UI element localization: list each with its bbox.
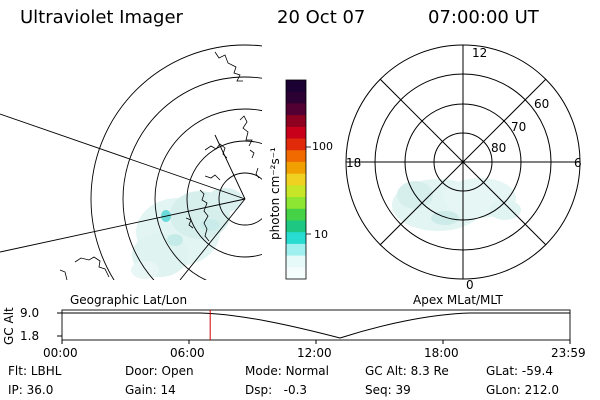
- coastlines: [59, 51, 260, 280]
- colorbar-cell: [286, 185, 306, 198]
- instrument-title: Ultraviolet Imager: [20, 7, 183, 28]
- status-glon: GLon: 212.0: [486, 383, 559, 397]
- colorbar-cell: [286, 208, 306, 222]
- colorbar-cell: [286, 126, 306, 140]
- meridian-lines: [0, 113, 246, 280]
- colorbar-cell: [286, 173, 306, 186]
- colorbar-cell: [286, 91, 306, 105]
- colorbar-tick-100: 100: [312, 140, 333, 153]
- magnetic-polar-map: [345, 44, 581, 280]
- mlt-label-6: 6: [574, 156, 582, 170]
- colorbar-cell: [286, 138, 306, 151]
- status-gc-alt: GC Alt: 8.3 Re: [365, 364, 449, 378]
- timeline-xtick-1800: 18:00: [424, 346, 459, 360]
- status-glat: GLat: -59.4: [486, 364, 553, 378]
- colorbar-cell: [286, 103, 306, 116]
- mlat-label-80: 80: [491, 141, 507, 155]
- colorbar-cells: [286, 80, 306, 280]
- time-label: 07:00:00 UT: [428, 7, 539, 28]
- status-gain: Gain: 14: [125, 383, 176, 397]
- geographic-map-label: Geographic Lat/Lon: [70, 293, 188, 307]
- status-ip: IP: 36.0: [8, 383, 54, 397]
- polar-map-label: Apex MLat/MLT: [413, 293, 503, 307]
- colorbar-cell: [286, 255, 306, 268]
- mlt-label-0: 0: [466, 278, 474, 292]
- mlt-label-18: 18: [346, 156, 362, 170]
- timeline-xtick-0000: 00:00: [43, 346, 78, 360]
- status-mode: Mode: Normal: [245, 364, 329, 378]
- aurora-emission-right: [392, 178, 521, 231]
- colorbar-cell: [286, 267, 306, 280]
- colorbar-cell: [286, 80, 306, 93]
- aurora-emission-left: [131, 188, 243, 279]
- colorbar-cell: [286, 232, 306, 245]
- mlt-label-12: 12: [472, 46, 488, 60]
- status-seq: Seq: 39: [365, 383, 411, 397]
- timeline-xtick-0600: 06:00: [170, 346, 205, 360]
- colorbar-cell: [286, 150, 306, 163]
- date-label: 20 Oct 07: [277, 7, 366, 28]
- colorbar: [285, 79, 311, 280]
- colorbar-unit-label: photon cm⁻²s⁻¹: [268, 147, 282, 240]
- colorbar-cell: [286, 243, 306, 257]
- timeline-xtick-1200: 12:00: [297, 346, 332, 360]
- status-filter: Flt: LBHL: [8, 364, 62, 378]
- colorbar-cell: [286, 161, 306, 175]
- timeline-xtick-2359: 23:59: [551, 346, 586, 360]
- timeline-ylabel: GC Alt: [2, 307, 16, 345]
- mlat-label-60: 60: [534, 97, 550, 111]
- latitude-circles: [90, 44, 262, 280]
- mlat-label-70: 70: [511, 120, 527, 134]
- colorbar-cell: [286, 220, 306, 233]
- colorbar-cell: [286, 115, 306, 128]
- altitude-timeline: [57, 309, 571, 344]
- status-dsp: Dsp: -0.3: [245, 383, 308, 397]
- timeline-ytick-low: 1.8: [20, 329, 40, 343]
- colorbar-tick-10: 10: [314, 228, 328, 241]
- status-door: Door: Open: [125, 364, 194, 378]
- colorbar-cell: [286, 197, 306, 210]
- timeline-ytick-high: 9.0: [20, 306, 40, 320]
- geographic-map: [0, 44, 262, 280]
